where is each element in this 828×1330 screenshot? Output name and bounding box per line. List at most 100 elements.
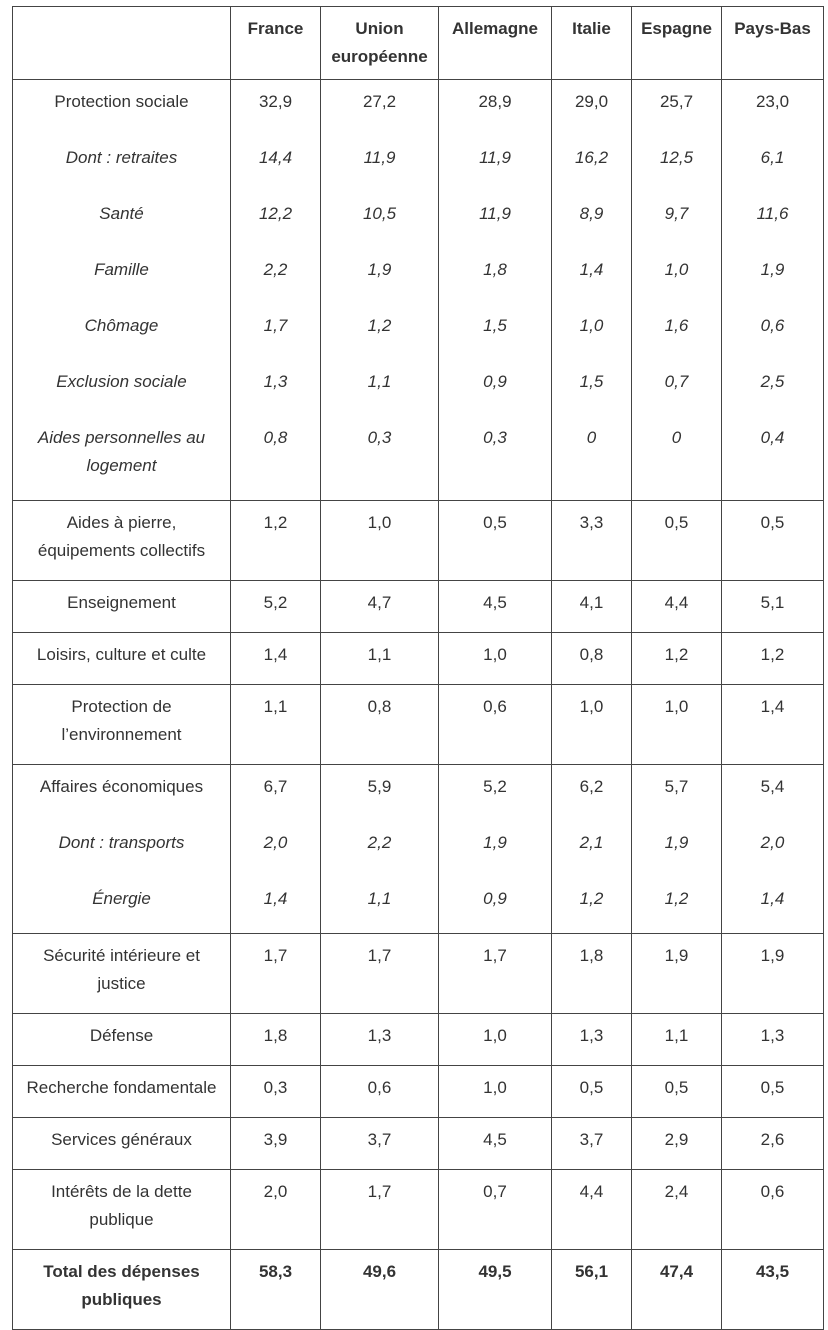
table-row: Total des dépenses publiques 58,3 49,6 49,5…: [12, 1249, 824, 1330]
row-label: Total des dépenses publiques: [12, 1249, 231, 1330]
row-label: Protection sociale: [12, 79, 231, 136]
value-cell: 0,6: [721, 1169, 824, 1250]
table-row: Aides personnelles au logement 0,8 0,3 0,3 0…: [12, 416, 824, 501]
table-row: Recherche fondamentale 0,3 0,6 1,0 0,5 0,5 0,5: [12, 1065, 824, 1118]
column-header: Allemagne: [438, 6, 552, 80]
value-cell: 1,8: [438, 248, 552, 304]
value-cell: 5,2: [230, 580, 321, 633]
value-cell: 56,1: [551, 1249, 632, 1330]
value-cell: 2,0: [721, 821, 824, 877]
row-label: Protection de l’environnement: [12, 684, 231, 765]
value-cell: 5,1: [721, 580, 824, 633]
value-cell: 0,5: [631, 1065, 722, 1118]
value-cell: 0,9: [438, 877, 552, 934]
value-cell: 5,2: [438, 764, 552, 821]
row-label: Aides à pierre, équipements collectifs: [12, 500, 231, 581]
value-cell: 2,4: [631, 1169, 722, 1250]
value-cell: 4,4: [631, 580, 722, 633]
value-cell: 14,4: [230, 136, 321, 192]
value-cell: 0,6: [721, 304, 824, 360]
value-cell: 3,3: [551, 500, 632, 581]
value-cell: 32,9: [230, 79, 321, 136]
value-cell: 11,6: [721, 192, 824, 248]
table-row: Protection sociale 32,9 27,2 28,9 29,0 25,7 23…: [12, 79, 824, 136]
row-label: Sécurité intérieure et justice: [12, 933, 231, 1014]
value-cell: 1,8: [230, 1013, 321, 1066]
value-cell: 0,9: [438, 360, 552, 416]
row-label: Famille: [12, 248, 231, 304]
table-body: Protection sociale 32,9 27,2 28,9 29,0 25,7 23…: [12, 79, 824, 1330]
value-cell: 28,9: [438, 79, 552, 136]
column-header: Espagne: [631, 6, 722, 80]
value-cell: 1,0: [320, 500, 439, 581]
row-label: Enseignement: [12, 580, 231, 633]
value-cell: 1,2: [320, 304, 439, 360]
value-cell: 27,2: [320, 79, 439, 136]
value-cell: 6,1: [721, 136, 824, 192]
value-cell: 1,6: [631, 304, 722, 360]
value-cell: 1,9: [721, 933, 824, 1014]
spending-table: France Union européenne Allemagne Italie Esp…: [12, 6, 824, 1330]
value-cell: 0,5: [721, 1065, 824, 1118]
value-cell: 1,7: [230, 304, 321, 360]
value-cell: 4,5: [438, 1117, 552, 1170]
row-label: Dont : transports: [12, 821, 231, 877]
value-cell: 1,2: [551, 877, 632, 934]
value-cell: 11,9: [438, 136, 552, 192]
value-cell: 1,1: [320, 877, 439, 934]
table-row: Dont : retraites 14,4 11,9 11,9 16,2 12,5 6,1: [12, 136, 824, 192]
value-cell: 2,1: [551, 821, 632, 877]
value-cell: 2,5: [721, 360, 824, 416]
value-cell: 2,9: [631, 1117, 722, 1170]
value-cell: 29,0: [551, 79, 632, 136]
row-label: Intérêts de la dette publique: [12, 1169, 231, 1250]
value-cell: 12,2: [230, 192, 321, 248]
value-cell: 11,9: [320, 136, 439, 192]
table-row: Famille 2,2 1,9 1,8 1,4 1,0 1,9: [12, 248, 824, 304]
value-cell: 1,2: [230, 500, 321, 581]
value-cell: 1,1: [320, 632, 439, 685]
value-cell: 0: [631, 416, 722, 501]
value-cell: 0,7: [438, 1169, 552, 1250]
table-row: Protection de l’environnement 1,1 0,8 0,6 1,…: [12, 684, 824, 765]
value-cell: 4,5: [438, 580, 552, 633]
value-cell: 1,1: [320, 360, 439, 416]
value-cell: 1,8: [551, 933, 632, 1014]
value-cell: 0,6: [320, 1065, 439, 1118]
value-cell: 49,6: [320, 1249, 439, 1330]
value-cell: 1,2: [721, 632, 824, 685]
value-cell: 0,3: [230, 1065, 321, 1118]
value-cell: 0,4: [721, 416, 824, 501]
value-cell: 2,2: [320, 821, 439, 877]
table-row: Loisirs, culture et culte 1,4 1,1 1,0 0,8 1,2…: [12, 632, 824, 685]
value-cell: 1,0: [631, 684, 722, 765]
value-cell: 1,0: [631, 248, 722, 304]
value-cell: 1,0: [551, 304, 632, 360]
value-cell: 4,4: [551, 1169, 632, 1250]
table-row: Chômage 1,7 1,2 1,5 1,0 1,6 0,6: [12, 304, 824, 360]
value-cell: 0,5: [438, 500, 552, 581]
row-label: Défense: [12, 1013, 231, 1066]
value-cell: 1,2: [631, 632, 722, 685]
table-row: Intérêts de la dette publique 2,0 1,7 0,7 4,…: [12, 1169, 824, 1250]
row-label: Services généraux: [12, 1117, 231, 1170]
row-label: Aides personnelles au logement: [12, 416, 231, 501]
value-cell: 0: [551, 416, 632, 501]
value-cell: 49,5: [438, 1249, 552, 1330]
value-cell: 1,9: [631, 821, 722, 877]
value-cell: 1,0: [438, 1013, 552, 1066]
row-label: Affaires économiques: [12, 764, 231, 821]
value-cell: 43,5: [721, 1249, 824, 1330]
value-cell: 1,9: [320, 248, 439, 304]
value-cell: 1,9: [631, 933, 722, 1014]
value-cell: 1,3: [230, 360, 321, 416]
value-cell: 1,7: [438, 933, 552, 1014]
value-cell: 2,0: [230, 821, 321, 877]
value-cell: 0,5: [631, 500, 722, 581]
value-cell: 11,9: [438, 192, 552, 248]
table-row: Services généraux 3,9 3,7 4,5 3,7 2,9 2,6: [12, 1117, 824, 1170]
value-cell: 4,1: [551, 580, 632, 633]
column-header: Italie: [551, 6, 632, 80]
value-cell: 12,5: [631, 136, 722, 192]
value-cell: 1,7: [320, 1169, 439, 1250]
